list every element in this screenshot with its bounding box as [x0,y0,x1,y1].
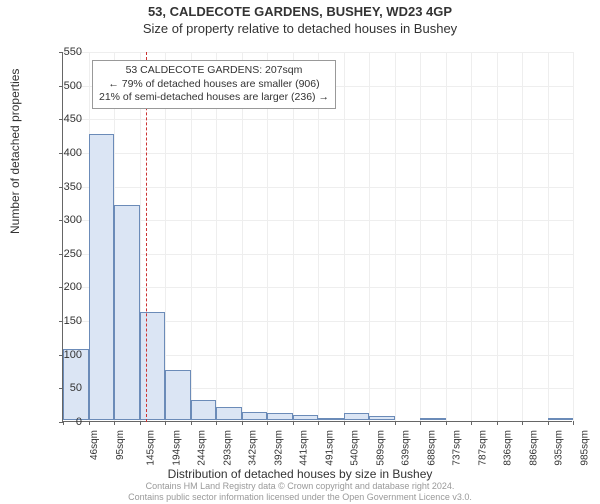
x-tick-mark [395,421,396,425]
y-tick-label: 150 [42,315,82,327]
histogram-bar [191,400,217,420]
y-tick-label: 250 [42,248,82,260]
y-tick-label: 550 [42,46,82,58]
x-tick-mark [369,421,370,425]
x-tick-label: 639sqm [401,430,412,466]
histogram-bar [548,418,574,420]
x-tick-mark [216,421,217,425]
x-tick-mark [242,421,243,425]
x-tick-label: 737sqm [452,430,463,466]
gridline-v [420,52,421,422]
title-sub: Size of property relative to detached ho… [0,21,600,36]
footer: Contains HM Land Registry data © Crown c… [0,481,600,502]
x-tick-mark [446,421,447,425]
x-tick-label: 985sqm [579,430,590,466]
x-tick-label: 46sqm [89,430,100,460]
x-tick-label: 491sqm [324,430,335,466]
histogram-bar [420,418,446,420]
gridline-v [395,52,396,422]
x-tick-mark [140,421,141,425]
x-tick-label: 392sqm [273,430,284,466]
x-tick-label: 441sqm [299,430,310,466]
histogram-bar [165,370,191,420]
x-tick-mark [522,421,523,425]
x-tick-label: 688sqm [426,430,437,466]
histogram-bar [293,415,319,420]
y-tick-label: 300 [42,214,82,226]
histogram-bar [267,413,293,420]
histogram-bar [318,418,344,420]
x-tick-label: 836sqm [503,430,514,466]
gridline-v [369,52,370,422]
annotation-box: 53 CALDECOTE GARDENS: 207sqm ← 79% of de… [92,60,336,109]
x-tick-mark [420,421,421,425]
x-tick-mark [165,421,166,425]
x-tick-mark [114,421,115,425]
chart-area: 53 CALDECOTE GARDENS: 207sqm ← 79% of de… [62,52,572,422]
x-tick-mark [293,421,294,425]
x-tick-label: 540sqm [350,430,361,466]
x-axis-label: Distribution of detached houses by size … [0,467,600,481]
x-tick-mark [548,421,549,425]
title-main: 53, CALDECOTE GARDENS, BUSHEY, WD23 4GP [0,4,600,19]
histogram-bar [242,412,268,420]
x-tick-label: 935sqm [554,430,565,466]
histogram-bar [89,134,115,420]
annotation-line2: ← 79% of detached houses are smaller (90… [99,78,329,92]
y-tick-label: 50 [42,382,82,394]
footer-line1: Contains HM Land Registry data © Crown c… [0,481,600,491]
x-tick-mark [573,421,574,425]
annotation-line3: 21% of semi-detached houses are larger (… [99,91,329,105]
x-tick-label: 342sqm [248,430,259,466]
y-tick-label: 0 [42,416,82,428]
y-tick-label: 400 [42,147,82,159]
gridline-v [573,52,574,422]
y-tick-label: 500 [42,80,82,92]
x-tick-mark [344,421,345,425]
gridline-v [497,52,498,422]
x-tick-label: 787sqm [477,430,488,466]
x-tick-mark [89,421,90,425]
histogram-bar [344,413,370,420]
y-tick-label: 450 [42,113,82,125]
x-tick-mark [471,421,472,425]
x-tick-mark [318,421,319,425]
x-tick-label: 589sqm [375,430,386,466]
annotation-line1: 53 CALDECOTE GARDENS: 207sqm [99,64,329,78]
x-tick-label: 293sqm [222,430,233,466]
y-tick-label: 100 [42,349,82,361]
x-tick-label: 886sqm [528,430,539,466]
gridline-v [471,52,472,422]
x-tick-label: 244sqm [197,430,208,466]
histogram-bar [216,407,242,420]
x-tick-mark [497,421,498,425]
x-tick-label: 194sqm [171,430,182,466]
y-tick-label: 200 [42,281,82,293]
histogram-bar [140,312,166,420]
x-tick-mark [267,421,268,425]
gridline-v [548,52,549,422]
gridline-v [344,52,345,422]
y-axis-label: Number of detached properties [8,69,22,234]
histogram-bar [114,205,140,420]
x-tick-label: 95sqm [115,430,126,460]
x-tick-mark [191,421,192,425]
histogram-bar [369,416,395,420]
gridline-v [522,52,523,422]
x-tick-label: 145sqm [146,430,157,466]
gridline-v [446,52,447,422]
footer-line2: Contains public sector information licen… [0,492,600,502]
y-tick-label: 350 [42,181,82,193]
